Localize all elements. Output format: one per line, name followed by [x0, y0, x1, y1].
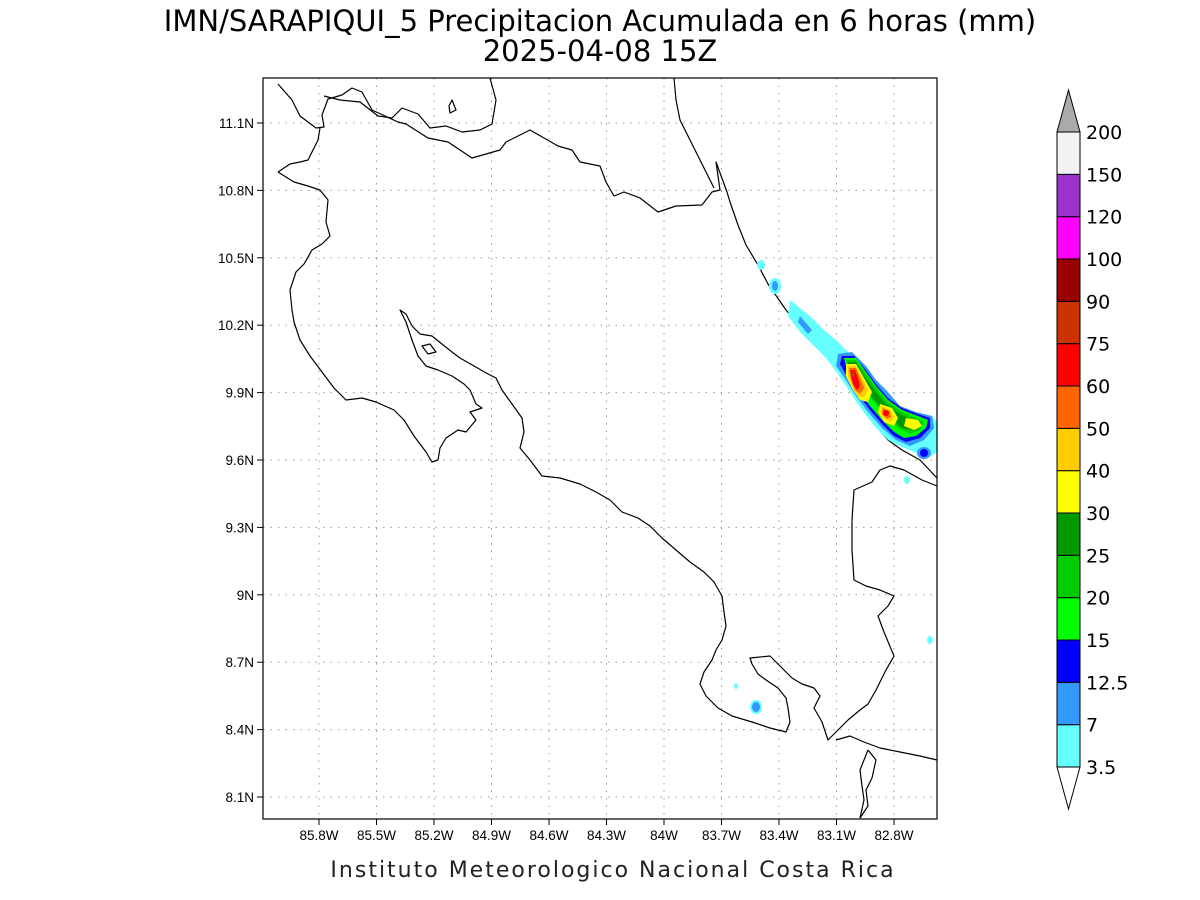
- precip-shade-3.5: [734, 683, 738, 689]
- colorbar-under-arrow: [1056, 766, 1081, 811]
- precip-shade-7: [798, 316, 812, 334]
- y-tick-label: 10.8N: [218, 183, 254, 198]
- y-tick-label: 11.1N: [219, 116, 254, 131]
- colorbar-level-label: 120: [1086, 207, 1122, 229]
- y-tick-label: 9.6N: [225, 453, 254, 468]
- precip-shade-25: [848, 362, 918, 430]
- map-date: 2025-04-08 15Z: [483, 34, 718, 68]
- x-tick-label: 84.3W: [587, 828, 626, 843]
- precip-shade-7: [752, 702, 760, 712]
- colorbar-swatch: [1056, 427, 1081, 472]
- precip-shade-3.5: [757, 260, 765, 270]
- y-tick-label: 8.1N: [225, 790, 254, 805]
- footer-credit: Instituto Meteorologico Nacional Costa R…: [330, 858, 895, 883]
- longitude-axis: 85.8W 85.5W 85.2W 84.9W 84.6W 84.3W 84W 83.7W 83…: [299, 819, 914, 843]
- precip-shade-3.5: [927, 636, 933, 644]
- x-tick-label: 84.6W: [529, 828, 568, 843]
- colorbar-swatch: [1056, 258, 1081, 302]
- colorbar-swatch: [1056, 216, 1081, 260]
- colorbar-level-label: 75: [1086, 334, 1110, 356]
- precip-shade-30: [904, 418, 922, 430]
- colorbar-swatch: [1056, 597, 1081, 641]
- y-tick-label: 8.4N: [225, 723, 254, 738]
- y-tick-label: 8.7N: [225, 655, 254, 670]
- colorbar-level-label: 60: [1086, 376, 1110, 398]
- x-tick-label: 85.8W: [299, 828, 338, 843]
- x-tick-label: 84.9W: [472, 828, 511, 843]
- colorbar-swatch: [1056, 343, 1081, 387]
- colorbar-swatch: [1056, 131, 1081, 175]
- colorbar-level-label: 30: [1086, 503, 1110, 525]
- x-tick-label: 82.8W: [874, 828, 913, 843]
- precip-shade-60: [883, 410, 889, 416]
- y-tick-label: 9N: [237, 588, 254, 603]
- y-tick-label: 10.2N: [218, 318, 254, 333]
- latitude-axis: 8.1N 8.4N 8.7N 9N 9.3N 9.6N 9.9N 10.2N 10.5N 10.8…: [218, 116, 263, 805]
- colorbar-level-label: 25: [1086, 545, 1110, 567]
- x-tick-label: 84W: [650, 828, 678, 843]
- colorbar-level-label: 200: [1086, 122, 1122, 144]
- colorbar-level-label: 15: [1086, 630, 1110, 652]
- precip-shade-7: [772, 281, 778, 291]
- precip-shade-3.5: [904, 476, 910, 484]
- x-tick-label: 83.4W: [759, 828, 798, 843]
- precip-shade-75: [851, 371, 855, 377]
- colorbar-swatch: [1056, 173, 1081, 218]
- colorbar-legend: 3.5 7 12.5 15 20 25 30 40 50 60 75 90 100 120 150 200: [1056, 88, 1128, 811]
- colorbar-level-label: 7: [1086, 715, 1098, 737]
- colorbar-swatch: [1056, 300, 1081, 345]
- colorbar-level-label: 90: [1086, 291, 1110, 313]
- map-frame: [262, 77, 938, 820]
- x-tick-label: 85.5W: [357, 828, 396, 843]
- x-tick-label: 83.1W: [817, 828, 856, 843]
- colorbar-swatch: [1056, 681, 1081, 726]
- y-tick-label: 9.3N: [225, 520, 254, 535]
- colorbar-over-arrow: [1056, 88, 1081, 133]
- precip-shade-12.5: [920, 449, 928, 457]
- colorbar-swatch: [1056, 385, 1081, 429]
- colorbar-swatch: [1056, 724, 1081, 768]
- colorbar-swatch: [1056, 639, 1081, 683]
- colorbar-level-label: 40: [1086, 461, 1110, 483]
- colorbar-level-label: 50: [1086, 418, 1110, 440]
- precipitation-field: [734, 260, 937, 714]
- y-tick-label: 10.5N: [218, 251, 254, 266]
- colorbar-swatch: [1056, 554, 1081, 599]
- colorbar-level-label: 20: [1086, 588, 1110, 610]
- colorbar-swatch: [1056, 512, 1081, 556]
- y-tick-label: 9.9N: [225, 386, 254, 401]
- colorbar-level-label: 12.5: [1086, 672, 1128, 694]
- map-title: IMN/SARAPIQUI_5 Precipitacion Acumulada …: [164, 4, 1036, 38]
- colorbar-level-label: 150: [1086, 164, 1122, 186]
- map-panel: 85.8W 85.5W 85.2W 84.9W 84.6W 84.3W 84W 83.7W 83…: [218, 77, 938, 843]
- x-tick-label: 83.7W: [702, 828, 741, 843]
- colorbar-level-label: 100: [1086, 249, 1122, 271]
- colorbar-level-label: 3.5: [1086, 757, 1116, 779]
- colorbar-swatch: [1056, 470, 1081, 514]
- x-tick-label: 85.2W: [414, 828, 453, 843]
